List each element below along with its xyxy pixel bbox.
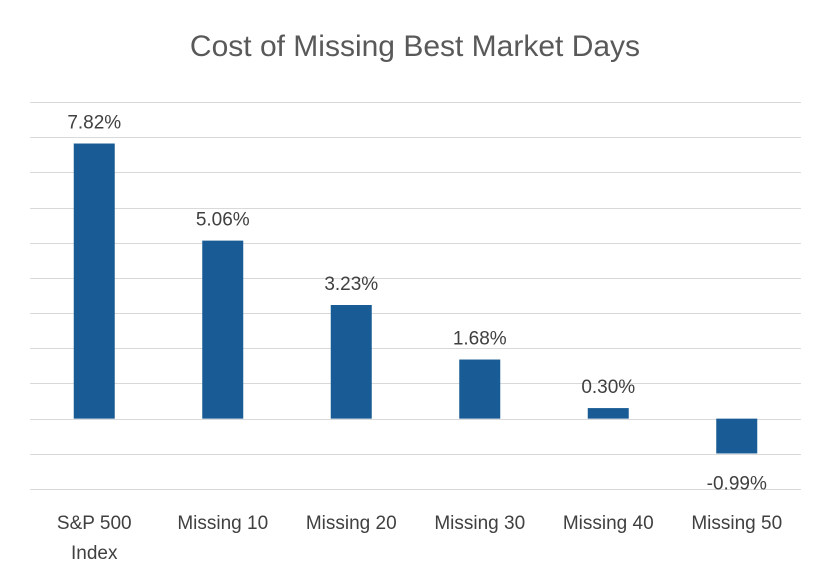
category-label-line: Missing 40 bbox=[563, 513, 654, 534]
category-labels: S&P 500 Index Missing 10 Missing 20 Missing … bbox=[57, 513, 782, 564]
bars bbox=[73, 143, 758, 454]
category-label-line: Missing 10 bbox=[177, 513, 268, 534]
bar bbox=[459, 359, 501, 419]
category-label: S&P 500 Index bbox=[57, 513, 132, 564]
data-label: 5.06% bbox=[196, 210, 250, 231]
data-label: -0.99% bbox=[707, 473, 767, 494]
gridlines bbox=[30, 102, 801, 490]
bar bbox=[73, 143, 115, 419]
category-label-line: Missing 30 bbox=[434, 513, 525, 534]
category-label: Missing 20 bbox=[306, 513, 397, 534]
bar bbox=[330, 304, 372, 419]
bar bbox=[716, 418, 758, 454]
category-label: Missing 30 bbox=[434, 513, 525, 534]
data-label: 1.68% bbox=[453, 329, 507, 350]
data-label: 7.82% bbox=[67, 113, 121, 134]
bar bbox=[587, 408, 629, 419]
chart-title: Cost of Missing Best Market Days bbox=[190, 30, 640, 63]
category-label: Missing 50 bbox=[691, 513, 782, 534]
data-label: 0.30% bbox=[581, 377, 635, 398]
category-label: Missing 40 bbox=[563, 513, 654, 534]
category-label-line: S&P 500 bbox=[57, 513, 132, 534]
category-label-line: Missing 20 bbox=[306, 513, 397, 534]
data-label: 3.23% bbox=[324, 274, 378, 295]
category-label-line: Index bbox=[71, 543, 118, 564]
data-labels: 7.82% 5.06% 3.23% 1.68% 0.30% -0.99% bbox=[67, 113, 767, 495]
category-label-line: Missing 50 bbox=[691, 513, 782, 534]
bar bbox=[202, 240, 244, 419]
category-label: Missing 10 bbox=[177, 513, 268, 534]
